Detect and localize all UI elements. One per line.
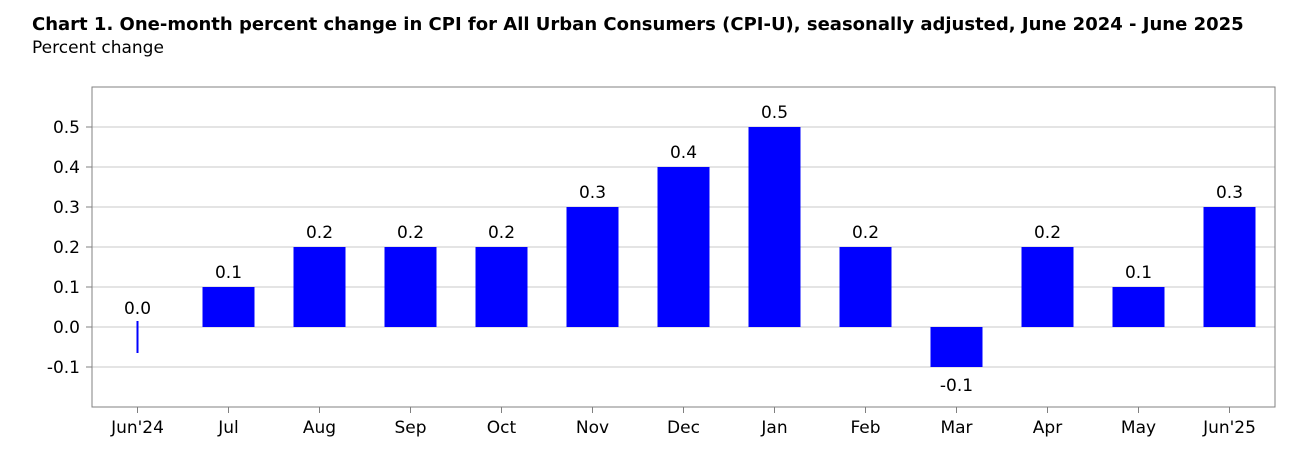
x-tick-label: Oct [487,418,517,438]
bars [136,127,1256,367]
data-label: 0.2 [1034,223,1061,243]
y-tick-label: 0.0 [53,318,80,338]
data-label: 0.4 [670,143,697,163]
x-axis-ticks: Jun'24 Jul Aug Sep Oct Nov Dec Jan Feb Mar Apr May J… [110,407,1256,438]
bar [657,167,710,327]
bar [293,247,346,327]
bar [566,207,619,327]
data-label: 0.2 [852,223,879,243]
bar [475,247,528,327]
x-tick-label: Nov [576,418,609,438]
bar [202,287,255,327]
bar [839,247,892,327]
bar [1112,287,1165,327]
x-tick-label: Apr [1033,418,1062,438]
data-label: 0.0 [124,299,151,319]
x-tick-label: May [1121,418,1156,438]
data-label: 0.3 [579,183,606,203]
data-label: 0.1 [215,263,242,283]
y-tick-label: 0.5 [53,118,80,138]
bar [1203,207,1256,327]
x-tick-label: Jun'25 [1202,418,1256,438]
bar [384,247,437,327]
bar [1021,247,1074,327]
x-tick-label: Jul [217,418,239,438]
x-tick-label: Jun'24 [110,418,164,438]
y-tick-label: 0.2 [53,238,80,258]
y-axis-ticks: -0.1 0.0 0.1 0.2 0.3 0.4 0.5 [47,118,92,378]
data-label: 0.1 [1125,263,1152,283]
x-tick-label: Dec [667,418,700,438]
data-label: 0.3 [1216,183,1243,203]
data-labels: 0.0 0.1 0.2 0.2 0.2 0.3 0.4 0.5 0.2 -0.1 0.2 0.1 0.3 [124,103,1243,396]
chart-title: Chart 1. One-month percent change in CPI… [32,14,1244,35]
data-label: 0.5 [761,103,788,123]
x-tick-label: Sep [394,418,426,438]
data-label: 0.2 [306,223,333,243]
data-label: -0.1 [940,376,973,396]
data-label: 0.2 [488,223,515,243]
bar [930,327,983,367]
y-tick-label: 0.1 [53,278,80,298]
x-tick-label: Mar [940,418,972,438]
bar [748,127,801,327]
x-tick-label: Aug [303,418,336,438]
y-tick-label: 0.4 [53,158,80,178]
x-tick-label: Feb [850,418,880,438]
data-label: 0.2 [397,223,424,243]
y-tick-label: 0.3 [53,198,80,218]
chart-subtitle: Percent change [32,38,164,58]
x-tick-label: Jan [760,418,787,438]
y-tick-label: -0.1 [47,358,80,378]
